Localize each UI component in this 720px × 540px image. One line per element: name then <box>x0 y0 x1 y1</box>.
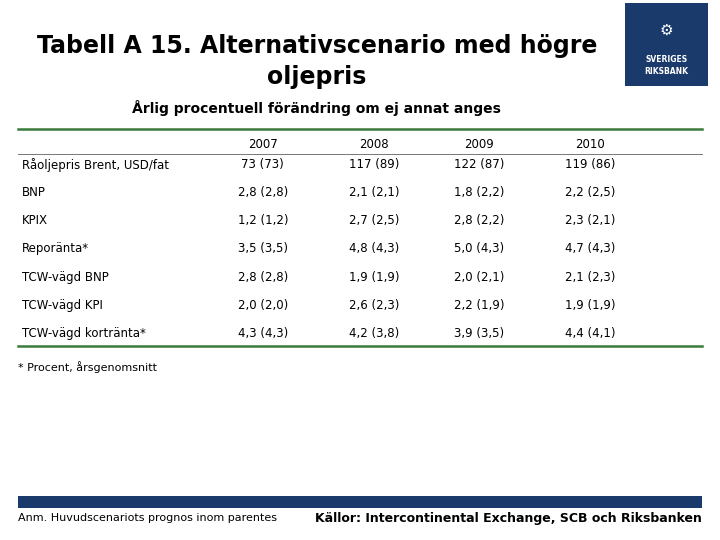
Text: Reporänta*: Reporänta* <box>22 242 89 255</box>
Text: 4,4 (4,1): 4,4 (4,1) <box>565 327 616 340</box>
Text: 2,1 (2,3): 2,1 (2,3) <box>565 271 616 284</box>
Text: Årlig procentuell förändring om ej annat anges: Årlig procentuell förändring om ej annat… <box>132 100 501 116</box>
Text: 2009: 2009 <box>464 138 494 151</box>
Text: 117 (89): 117 (89) <box>349 158 400 171</box>
Text: 2,1 (2,1): 2,1 (2,1) <box>349 186 400 199</box>
Text: 1,8 (2,2): 1,8 (2,2) <box>454 186 504 199</box>
Text: 4,7 (4,3): 4,7 (4,3) <box>565 242 616 255</box>
Text: ⚙: ⚙ <box>660 23 673 38</box>
Text: 1,9 (1,9): 1,9 (1,9) <box>565 299 616 312</box>
Text: Källor: Intercontinental Exchange, SCB och Riksbanken: Källor: Intercontinental Exchange, SCB o… <box>315 512 702 525</box>
Text: 3,9 (3,5): 3,9 (3,5) <box>454 327 504 340</box>
Text: Råoljepris Brent, USD/fat: Råoljepris Brent, USD/fat <box>22 158 168 172</box>
Text: SVERIGES
RIKSBANK: SVERIGES RIKSBANK <box>644 56 688 76</box>
Text: * Procent, årsgenomsnitt: * Procent, årsgenomsnitt <box>18 361 157 373</box>
Text: Anm. Huvudscenariots prognos inom parentes: Anm. Huvudscenariots prognos inom parent… <box>18 514 277 523</box>
FancyBboxPatch shape <box>18 496 702 508</box>
Text: 2,2 (1,9): 2,2 (1,9) <box>454 299 504 312</box>
Text: 5,0 (4,3): 5,0 (4,3) <box>454 242 504 255</box>
Text: 119 (86): 119 (86) <box>565 158 616 171</box>
Text: 2,6 (2,3): 2,6 (2,3) <box>349 299 400 312</box>
Text: 2,2 (2,5): 2,2 (2,5) <box>565 186 616 199</box>
FancyBboxPatch shape <box>625 3 708 86</box>
Text: TCW-vägd kortränta*: TCW-vägd kortränta* <box>22 327 145 340</box>
Text: TCW-vägd KPI: TCW-vägd KPI <box>22 299 102 312</box>
Text: TCW-vägd BNP: TCW-vägd BNP <box>22 271 108 284</box>
Text: oljepris: oljepris <box>267 65 366 89</box>
Text: 2,7 (2,5): 2,7 (2,5) <box>349 214 400 227</box>
Text: 2,0 (2,0): 2,0 (2,0) <box>238 299 288 312</box>
Text: 73 (73): 73 (73) <box>241 158 284 171</box>
Text: 1,2 (1,2): 1,2 (1,2) <box>238 214 288 227</box>
Text: 3,5 (3,5): 3,5 (3,5) <box>238 242 288 255</box>
Text: KPIX: KPIX <box>22 214 48 227</box>
Text: 2010: 2010 <box>575 138 606 151</box>
Text: 4,2 (3,8): 4,2 (3,8) <box>349 327 400 340</box>
Text: 4,8 (4,3): 4,8 (4,3) <box>349 242 400 255</box>
Text: 2,8 (2,2): 2,8 (2,2) <box>454 214 504 227</box>
Text: 2008: 2008 <box>359 138 390 151</box>
Text: 4,3 (4,3): 4,3 (4,3) <box>238 327 288 340</box>
Text: 2007: 2007 <box>248 138 278 151</box>
Text: 2,0 (2,1): 2,0 (2,1) <box>454 271 504 284</box>
Text: 1,9 (1,9): 1,9 (1,9) <box>349 271 400 284</box>
Text: Tabell A 15. Alternativscenario med högre: Tabell A 15. Alternativscenario med högr… <box>37 34 597 58</box>
Text: 2,8 (2,8): 2,8 (2,8) <box>238 186 288 199</box>
Text: 122 (87): 122 (87) <box>454 158 504 171</box>
Text: 2,8 (2,8): 2,8 (2,8) <box>238 271 288 284</box>
Text: 2,3 (2,1): 2,3 (2,1) <box>565 214 616 227</box>
Text: BNP: BNP <box>22 186 45 199</box>
